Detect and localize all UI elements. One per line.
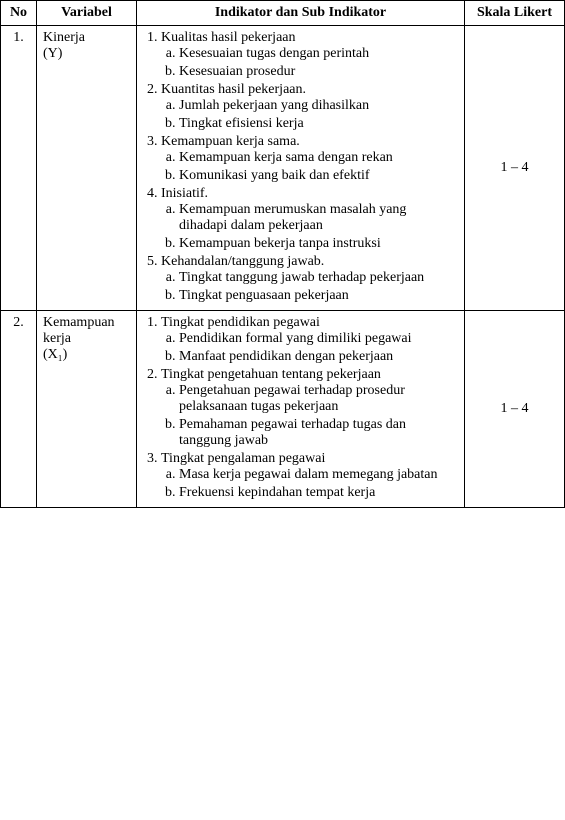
sub-indicator-item: Masa kerja pegawai dalam memegang jabata… <box>179 467 458 483</box>
cell-no: 2. <box>1 311 37 508</box>
sub-indicator-item: Kesesuaian tugas dengan perintah <box>179 46 458 62</box>
indicator-item: Tingkat pendidikan pegawai Pendidikan fo… <box>161 315 458 365</box>
sub-indicator-item: Frekuensi kepindahan tempat kerja <box>179 485 458 501</box>
sub-indicator-item: Kemampuan bekerja tanpa instruksi <box>179 236 458 252</box>
indicator-item: Kehandalan/tanggung jawab. Tingkat tangg… <box>161 254 458 304</box>
sub-indicator-item: Pengetahuan pegawai terhadap prosedur pe… <box>179 383 458 415</box>
cell-variabel: Kemampuan kerja (X₁) <box>37 311 137 508</box>
indicator-text: Kemampuan kerja sama. <box>161 134 300 149</box>
variabel-name: Kinerja <box>43 30 85 45</box>
indicator-item: Kuantitas hasil pekerjaan. Jumlah pekerj… <box>161 82 458 132</box>
cell-variabel: Kinerja (Y) <box>37 26 137 311</box>
indicator-list: Tingkat pendidikan pegawai Pendidikan fo… <box>161 315 458 501</box>
indicator-text: Kualitas hasil pekerjaan <box>161 30 296 45</box>
variable-table: No Variabel Indikator dan Sub Indikator … <box>0 0 565 508</box>
indicator-text: Kuantitas hasil pekerjaan. <box>161 82 306 97</box>
sub-indicator-item: Pendidikan formal yang dimiliki pegawai <box>179 331 458 347</box>
cell-indikator: Kualitas hasil pekerjaan Kesesuaian tuga… <box>137 26 465 311</box>
sub-indicator-item: Kesesuaian prosedur <box>179 64 458 80</box>
cell-skala: 1 – 4 <box>465 311 565 508</box>
indicator-text: Tingkat pendidikan pegawai <box>161 315 320 330</box>
sub-indicator-item: Manfaat pendidikan dengan pekerjaan <box>179 349 458 365</box>
table-row: 2. Kemampuan kerja (X₁) Tingkat pendidik… <box>1 311 565 508</box>
indicator-item: Tingkat pengalaman pegawai Masa kerja pe… <box>161 451 458 501</box>
col-header-variabel: Variabel <box>37 1 137 26</box>
indicator-text: Tingkat pengetahuan tentang pekerjaan <box>161 367 381 382</box>
indicator-item: Kualitas hasil pekerjaan Kesesuaian tuga… <box>161 30 458 80</box>
sub-indicator-item: Kemampuan kerja sama dengan rekan <box>179 150 458 166</box>
indicator-item: Kemampuan kerja sama. Kemampuan kerja sa… <box>161 134 458 184</box>
cell-skala: 1 – 4 <box>465 26 565 311</box>
variabel-symbol: (Y) <box>43 46 62 61</box>
cell-indikator: Tingkat pendidikan pegawai Pendidikan fo… <box>137 311 465 508</box>
sub-indicator-item: Komunikasi yang baik dan efektif <box>179 168 458 184</box>
col-header-indikator: Indikator dan Sub Indikator <box>137 1 465 26</box>
col-header-no: No <box>1 1 37 26</box>
col-header-skala: Skala Likert <box>465 1 565 26</box>
sub-indicator-item: Pemahaman pegawai terhadap tugas dan tan… <box>179 417 458 449</box>
table-row: 1. Kinerja (Y) Kualitas hasil pekerjaan … <box>1 26 565 311</box>
sub-indicator-item: Tingkat tanggung jawab terhadap pekerjaa… <box>179 270 458 286</box>
sub-indicator-item: Tingkat penguasaan pekerjaan <box>179 288 458 304</box>
indicator-item: Inisiatif. Kemampuan merumuskan masalah … <box>161 186 458 252</box>
indicator-text: Inisiatif. <box>161 186 208 201</box>
indicator-item: Tingkat pengetahuan tentang pekerjaan Pe… <box>161 367 458 449</box>
sub-indicator-item: Jumlah pekerjaan yang dihasilkan <box>179 98 458 114</box>
indicator-text: Kehandalan/tanggung jawab. <box>161 254 324 269</box>
indicator-text: Tingkat pengalaman pegawai <box>161 451 325 466</box>
cell-no: 1. <box>1 26 37 311</box>
sub-indicator-item: Kemampuan merumuskan masalah yang dihada… <box>179 202 458 234</box>
sub-indicator-item: Tingkat efisiensi kerja <box>179 116 458 132</box>
variabel-name: Kemampuan kerja <box>43 315 115 346</box>
indicator-list: Kualitas hasil pekerjaan Kesesuaian tuga… <box>161 30 458 304</box>
table-header-row: No Variabel Indikator dan Sub Indikator … <box>1 1 565 26</box>
variabel-symbol: (X₁) <box>43 347 67 362</box>
